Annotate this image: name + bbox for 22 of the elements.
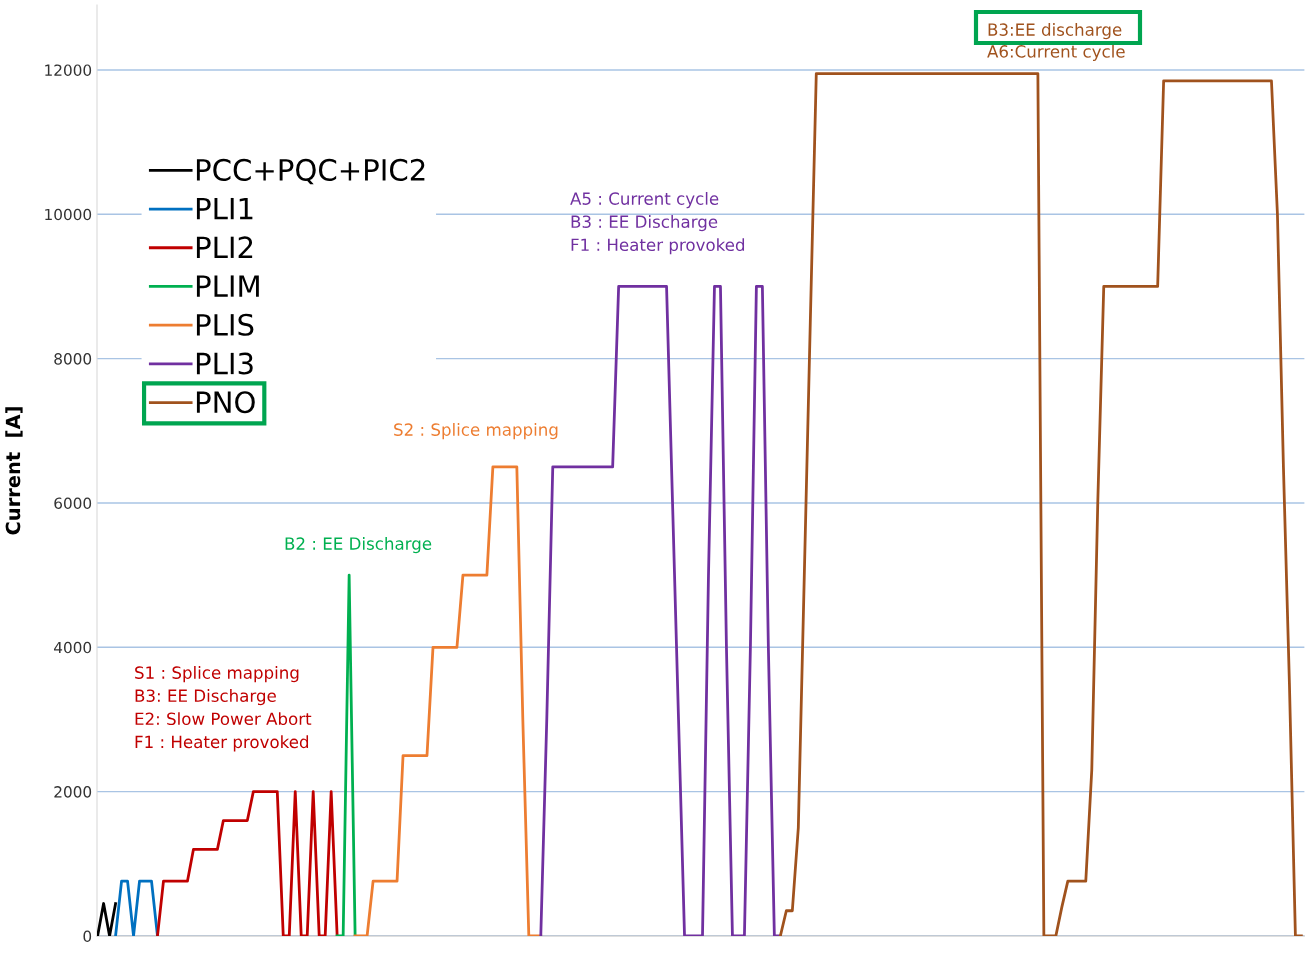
y-tick-label: 6000 (54, 497, 92, 509)
y-axis-title: Current [A] (5, 407, 23, 535)
y-tick-label: 0 (83, 930, 92, 943)
legend-label: PCC+PQC+PIC2 (196, 158, 425, 185)
y-tick-label: 2000 (54, 786, 92, 798)
legend-label: PLI3 (196, 352, 253, 375)
y-tick-label: 10000 (45, 208, 92, 221)
annotation: S2 : Splice mapping (394, 423, 558, 440)
annotation: B3:EE discharge A6:Current cycle (987, 23, 1125, 61)
legend-label: PLIS (196, 313, 254, 336)
line-series (778, 72, 1303, 936)
y-tick-label: 8000 (54, 353, 92, 365)
y-tick-label: 12000 (45, 64, 92, 76)
legend-label: PLIM (196, 275, 259, 297)
y-tick-label: 4000 (54, 641, 92, 654)
annotation: A5 : Current cycle B3 : EE Discharge F1 : Heater provoked (570, 192, 745, 255)
legend-label: PNO (196, 391, 255, 414)
legend-label: PLI2 (196, 236, 253, 258)
legend-label: PLI1 (196, 197, 253, 220)
line-series (156, 790, 339, 936)
annotation: B2 : EE Discharge (285, 537, 432, 554)
annotation: S1 : Splice mapping B3: EE Discharge E2: Slow Power Abort F1 : Heater provoked (135, 666, 312, 752)
